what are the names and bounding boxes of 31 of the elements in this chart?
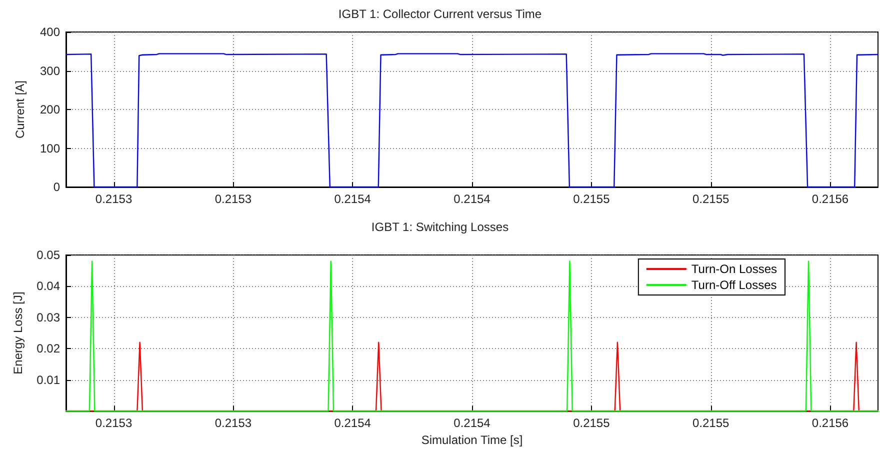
y-tick-label: 0.01 <box>36 372 60 387</box>
y-tick-label: 200 <box>40 102 60 116</box>
y-tick-label: 0.04 <box>36 279 60 294</box>
x-tick-label: 0.2155 <box>692 416 730 430</box>
y-tick-label: 400 <box>40 25 60 39</box>
chart-title: IGBT 1: Switching Losses <box>371 220 509 234</box>
x-tick-label: 0.2154 <box>454 416 491 430</box>
x-tick-label: 0.2156 <box>812 416 849 430</box>
x-axis-title: Simulation Time [s] <box>421 432 523 447</box>
chart-title: IGBT 1: Collector Current versus Time <box>338 7 542 21</box>
legend-label: Turn-Off Losses <box>691 278 777 292</box>
x-tick-label: 0.2155 <box>692 192 730 206</box>
y-axis-title: Energy Loss [J] <box>11 292 25 374</box>
y-axis-title: Current [A] <box>13 80 27 139</box>
x-tick-label: 0.2154 <box>454 192 491 206</box>
y-tick-label: 0.03 <box>36 310 60 324</box>
x-tick-label: 0.2154 <box>334 416 372 430</box>
y-tick-label: 0.05 <box>36 248 60 262</box>
y-tick-label: 100 <box>40 141 60 156</box>
y-tick-label: 300 <box>40 64 60 78</box>
x-tick-label: 0.2153 <box>214 192 252 206</box>
y-tick-label: 0.02 <box>36 342 60 356</box>
y-tick-label: 0 <box>53 180 60 194</box>
x-tick-label: 0.2153 <box>95 192 132 206</box>
x-tick-label: 0.2155 <box>573 192 610 206</box>
x-tick-label: 0.2154 <box>334 192 372 206</box>
legend-label: Turn-On Losses <box>691 262 778 276</box>
x-tick-label: 0.2153 <box>214 416 252 430</box>
x-tick-label: 0.2153 <box>95 416 132 430</box>
x-tick-label: 0.2155 <box>573 416 610 430</box>
x-tick-label: 0.2156 <box>812 192 849 206</box>
